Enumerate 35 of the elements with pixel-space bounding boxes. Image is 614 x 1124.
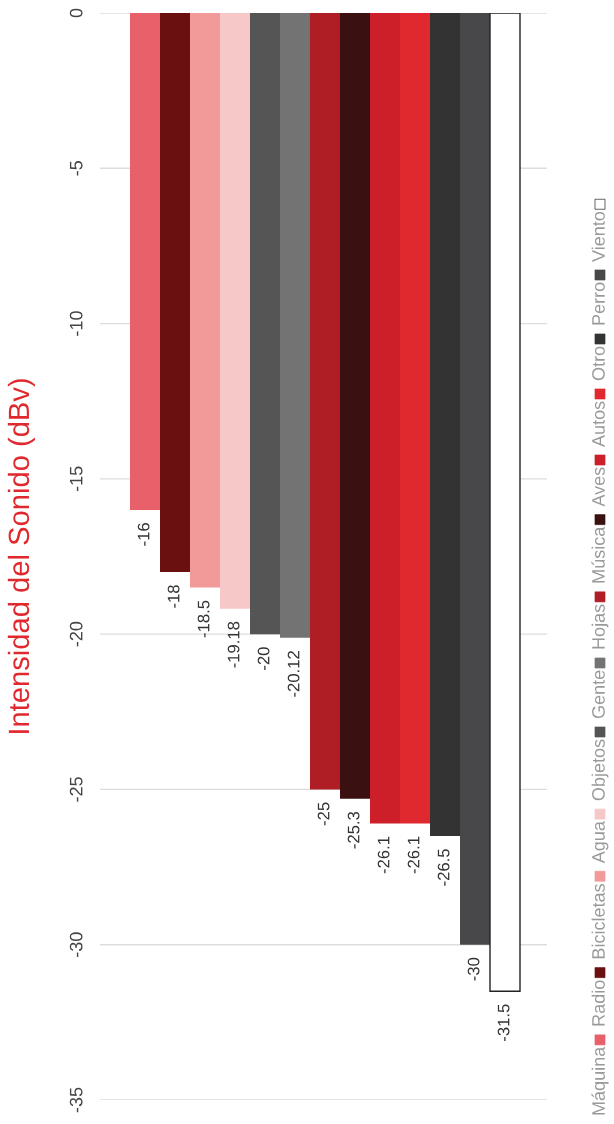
- legend-label: Autos: [592, 401, 605, 447]
- legend-label: Radio: [591, 980, 605, 1026]
- legend-label: Hojas: [591, 604, 609, 649]
- y-tick-label: 0: [69, 8, 83, 18]
- legend-label: Perro: [592, 282, 605, 325]
- legend-label: Aves: [592, 467, 605, 507]
- y-tick-label: -25: [69, 777, 83, 802]
- y-tick-label: -20: [69, 621, 83, 647]
- data-label: -18.5: [197, 600, 210, 638]
- y-tick-label: -35: [69, 1087, 83, 1113]
- legend-label: Otro: [592, 346, 605, 381]
- legend-label: Agua: [592, 821, 609, 864]
- data-label: -30: [467, 957, 480, 981]
- data-label: -31.5: [497, 1004, 510, 1041]
- legend-label: Bicicletas: [591, 884, 605, 959]
- data-label: -26.1: [377, 836, 390, 874]
- legend-label: Máquina: [591, 1046, 609, 1115]
- legend-label: Música: [591, 526, 605, 583]
- data-label: -25.3: [347, 811, 360, 849]
- data-label: -16: [137, 523, 150, 546]
- y-axis-title: Intensidad del Sonido (dBv): [7, 379, 35, 733]
- legend-label: Viento: [591, 211, 605, 262]
- y-tick-label: -10: [69, 311, 83, 336]
- y-tick-label: -30: [69, 932, 83, 957]
- legend-label: Objetos: [591, 739, 609, 801]
- data-label: -26.1: [407, 836, 420, 874]
- y-tick-label: -15: [69, 466, 83, 492]
- y-tick-label: -5: [69, 161, 83, 176]
- data-label: -18: [167, 585, 180, 608]
- legend-label: Gente: [592, 670, 605, 719]
- data-label: -20: [257, 647, 270, 670]
- data-label: -20.12: [287, 651, 300, 697]
- data-label: -19.18: [227, 621, 240, 668]
- data-label: -25: [317, 802, 330, 826]
- data-label: -26.5: [437, 849, 450, 886]
